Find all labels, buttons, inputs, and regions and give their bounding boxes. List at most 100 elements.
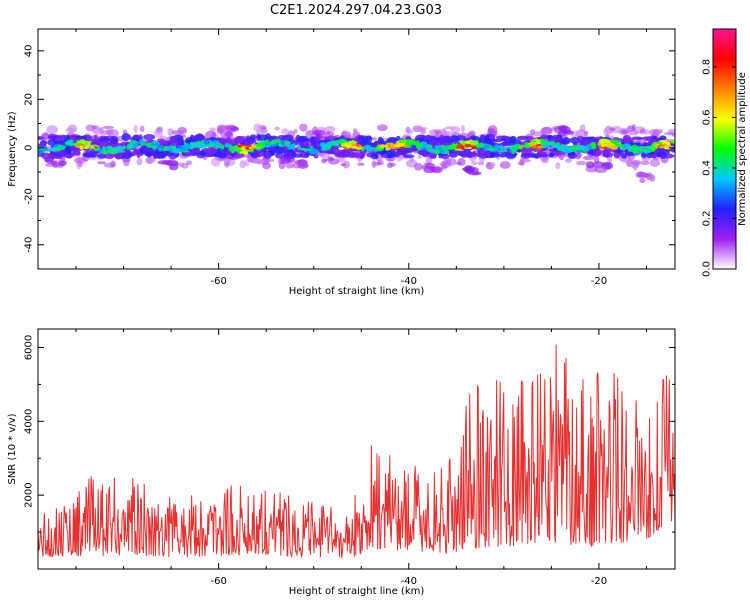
heatmap-cell	[116, 146, 124, 151]
heatmap-cell	[603, 143, 610, 147]
heatmap-cell	[639, 177, 646, 184]
heatmap-cell	[38, 136, 45, 140]
heatmap-cell	[402, 154, 415, 158]
heatmap-cell	[67, 140, 72, 145]
colorbar-tick-label: 0.4	[702, 160, 713, 176]
heatmap-cell	[203, 139, 211, 145]
heatmap-cell	[99, 141, 109, 149]
heatmap-cell	[333, 141, 340, 147]
heatmap-cell	[464, 143, 472, 148]
heatmap-cell	[397, 143, 405, 148]
heatmap-cell	[91, 125, 98, 130]
heatmap-cell	[536, 145, 544, 148]
heatmap-cell	[457, 157, 466, 166]
heatmap-cell	[462, 149, 470, 156]
heatmap-cell	[471, 161, 478, 166]
heatmap-cell	[577, 145, 586, 150]
snr-x-tick-label: -40	[401, 576, 417, 587]
heatmap-cell	[444, 126, 455, 130]
heatmap-cell	[651, 146, 656, 152]
heatmap-cell	[592, 161, 605, 168]
heatmap-cell	[477, 161, 484, 166]
heatmap-cell	[143, 134, 156, 141]
heatmap-cell	[248, 146, 253, 150]
heatmap-cell	[576, 149, 583, 154]
heatmap-cell	[377, 160, 384, 166]
heatmap-cell	[357, 136, 366, 141]
heatmap-cell	[520, 149, 533, 154]
colorbar: 0.0 0.2 0.4 0.6 0.8 Normalized spectral ampl…	[702, 28, 748, 277]
heatmap-cell	[600, 140, 605, 146]
heatmap-cell	[594, 166, 608, 174]
heatmap-cell	[177, 126, 187, 134]
colorbar-tick-label: 0.0	[702, 261, 713, 277]
heatmap-cell	[383, 144, 388, 148]
heatmap-cell	[351, 140, 356, 146]
heatmap-cell	[269, 150, 275, 156]
snr-y-tick-label: 2000	[24, 482, 35, 507]
heatmap-cell	[584, 147, 589, 151]
heatmap-cell	[354, 151, 360, 159]
heatmap-cell	[530, 139, 537, 143]
heatmap-cell	[501, 141, 512, 145]
heatmap-cell	[99, 127, 104, 134]
heatmap-cell	[46, 125, 59, 135]
heatmap-cell	[495, 135, 505, 140]
heatmap-cell	[264, 144, 271, 148]
spectrogram-y-tick-label: 40	[24, 44, 35, 57]
heatmap-cell	[483, 143, 490, 150]
spectrogram-x-tick-label: -40	[401, 276, 417, 287]
heatmap-cell	[96, 153, 107, 159]
heatmap-cell	[418, 151, 428, 156]
heatmap-cell	[670, 147, 675, 153]
heatmap-cell	[583, 130, 589, 137]
heatmap-cell	[620, 129, 629, 135]
heatmap-cell	[484, 135, 490, 143]
heatmap-cell	[618, 149, 631, 153]
heatmap-cell	[259, 129, 265, 135]
heatmap-cell	[632, 161, 639, 171]
spectrogram-y-axis-label: Frequency (Hz)	[7, 111, 18, 187]
heatmap-cell	[372, 137, 377, 141]
heatmap-cell	[433, 129, 443, 134]
heatmap-cell	[169, 135, 175, 141]
heatmap-cell	[613, 137, 620, 141]
heatmap-cell	[496, 145, 502, 149]
heatmap-cell	[500, 146, 508, 150]
heatmap-cell	[274, 146, 285, 154]
heatmap-cell	[418, 137, 425, 142]
heatmap-cell	[599, 146, 607, 149]
heatmap-cell	[165, 160, 174, 167]
heatmap-cell	[76, 140, 84, 144]
heatmap-cell	[230, 152, 236, 157]
heatmap-cell	[546, 141, 555, 145]
heatmap-cell	[478, 142, 485, 148]
heatmap-cell	[472, 150, 477, 157]
heatmap-cell	[260, 157, 270, 166]
heatmap-cell	[310, 137, 315, 146]
heatmap-cell	[102, 125, 114, 130]
heatmap-cell	[652, 135, 658, 140]
heatmap-cell	[89, 141, 101, 146]
heatmap-cell	[327, 156, 334, 161]
heatmap-cell	[406, 129, 414, 135]
heatmap-cell	[178, 162, 185, 167]
spectrogram-heatmap	[38, 123, 675, 184]
heatmap-cell	[659, 135, 667, 141]
heatmap-cell	[512, 149, 516, 155]
heatmap-cell	[291, 146, 295, 149]
colorbar-tick-label: 0.6	[702, 109, 713, 125]
heatmap-cell	[386, 162, 394, 169]
heatmap-cell	[523, 143, 531, 149]
heatmap-cell	[357, 162, 365, 166]
heatmap-cell	[467, 146, 472, 150]
heatmap-cell	[499, 148, 508, 153]
heatmap-cell	[649, 158, 660, 167]
heatmap-cell	[38, 149, 44, 154]
heatmap-cell	[569, 137, 581, 144]
heatmap-cell	[618, 144, 624, 149]
colorbar-frame	[712, 28, 737, 270]
spectrogram-y-tick-label: -20	[24, 188, 35, 204]
heatmap-cell	[488, 127, 495, 132]
heatmap-cell	[490, 161, 496, 167]
